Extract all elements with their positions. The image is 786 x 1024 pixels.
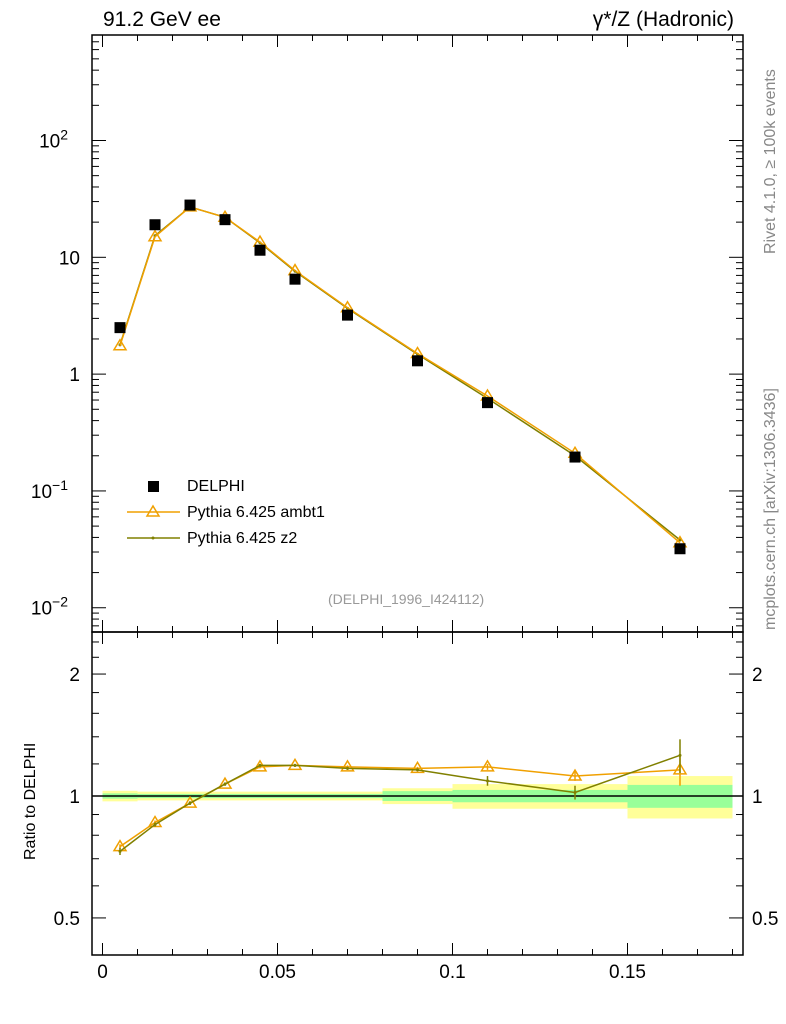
dot-marker — [118, 849, 122, 853]
series-delphi — [114, 199, 686, 555]
x-tick-label: 0.15 — [609, 962, 646, 983]
data-point-square — [342, 309, 353, 321]
dot-marker — [293, 763, 297, 767]
legend-marker-delphi — [148, 481, 159, 492]
ratio-y-tick-label: 2 — [69, 665, 80, 686]
triangle-marker — [145, 504, 161, 517]
y-tick-label: 10 — [59, 248, 80, 269]
series-line — [119, 206, 681, 541]
triangle-marker — [147, 229, 163, 242]
y-tick-label: 102 — [39, 126, 68, 152]
legend-label-z2: Pythia 6.425 z2 — [187, 530, 298, 547]
data-point-square — [674, 543, 686, 555]
dot-marker — [258, 763, 262, 767]
legend-marker-z2 — [151, 536, 155, 540]
data-point-square — [149, 219, 161, 231]
dot-marker — [153, 823, 157, 827]
ratio-y-tick-label: 2 — [752, 665, 763, 686]
y-tick-label: 10−1 — [31, 477, 68, 503]
header-left: 91.2 GeV ee — [103, 8, 221, 31]
y-tick-label: 10−2 — [31, 594, 68, 620]
data-point-square — [482, 397, 493, 409]
dot-marker — [678, 753, 682, 757]
dot-marker — [486, 779, 489, 783]
triangle-marker — [340, 759, 355, 772]
dot-marker — [188, 801, 192, 805]
data-point-square — [184, 199, 196, 211]
x-tick-label: 0 — [97, 962, 108, 983]
dot-marker — [573, 791, 577, 795]
dot-marker — [346, 766, 349, 770]
ratio-y-tick-label: 1 — [752, 787, 763, 808]
data-point-square — [412, 355, 423, 367]
main-plot-frame — [91, 34, 744, 633]
triangle-marker — [287, 757, 303, 771]
series-z2 — [118, 205, 682, 542]
data-point-square — [219, 214, 231, 226]
analysis-annotation: (DELPHI_1996_I424112) — [328, 591, 485, 607]
data-point-square — [254, 244, 266, 256]
x-tick-label: 0.1 — [439, 962, 465, 983]
dot-marker — [416, 768, 419, 772]
triangle-marker — [112, 338, 128, 351]
triangle-marker — [567, 768, 583, 781]
header-right: γ*/Z (Hadronic) — [592, 8, 734, 31]
data-point-square — [114, 322, 126, 334]
triangle-marker — [410, 760, 425, 774]
triangle-marker — [672, 762, 688, 775]
series-line — [119, 206, 681, 544]
legend-label-ambt1: Pythia 6.425 ambt1 — [187, 504, 325, 521]
x-tick-label: 0.05 — [259, 962, 296, 983]
legend-label-delphi: DELPHI — [187, 478, 245, 495]
triangle-marker — [480, 759, 495, 772]
ratio-series-z2 — [118, 739, 682, 856]
dot-marker — [223, 782, 227, 786]
data-point-square — [569, 451, 581, 463]
ratio-y-tick-label: 1 — [69, 787, 80, 808]
data-point-square — [289, 273, 301, 285]
ratio-y-tick-label: 0.5 — [54, 909, 80, 930]
series-ambt1 — [112, 199, 688, 548]
y-tick-label: 1 — [69, 365, 80, 386]
ratio-y-tick-label: 0.5 — [752, 909, 778, 930]
